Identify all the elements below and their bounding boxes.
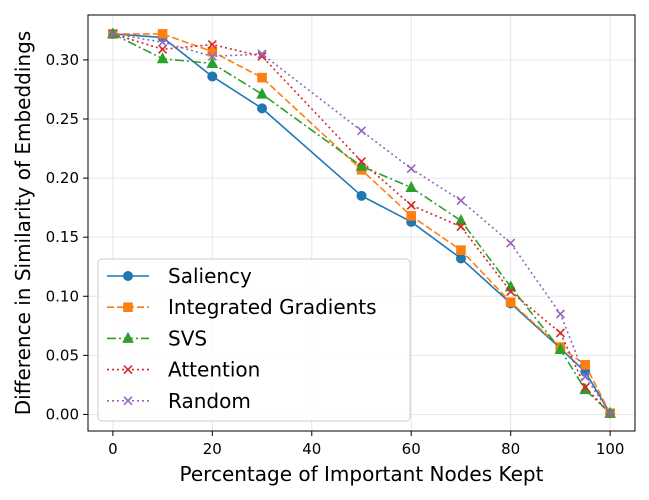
data-point-attention xyxy=(580,382,590,392)
data-point-integrated-gradients xyxy=(257,72,267,83)
y-axis-label: Difference in Similarity of Embeddings xyxy=(11,31,35,415)
legend-item-attention: Attention xyxy=(107,358,260,382)
legend-label: Attention xyxy=(168,358,260,382)
legend-item-random: Random xyxy=(107,389,251,413)
grid xyxy=(88,15,635,431)
data-point-integrated-gradients xyxy=(456,245,466,255)
y-tick-label: 0.30 xyxy=(46,51,79,69)
legend-marker xyxy=(123,396,133,406)
data-point-attention xyxy=(158,44,168,54)
data-point-attention xyxy=(456,221,466,232)
data-point-saliency xyxy=(356,190,367,201)
data-point-svs xyxy=(554,342,567,354)
data-point-svs xyxy=(579,383,592,395)
series-line-attention xyxy=(112,33,611,414)
data-point-integrated-gradients xyxy=(157,29,168,39)
y-tick-label: 0.10 xyxy=(46,287,79,305)
data-point-random xyxy=(580,372,590,382)
data-point-svs xyxy=(256,87,268,99)
y-tick-label: 0.25 xyxy=(46,110,79,128)
data-point-svs xyxy=(355,159,368,171)
data-point-attention xyxy=(506,286,516,297)
series-attention xyxy=(108,29,615,418)
data-point-integrated-gradients xyxy=(505,297,516,307)
x-tick-label: 0 xyxy=(108,440,118,458)
data-point-svs xyxy=(455,214,467,226)
y-tick-label: 0.05 xyxy=(46,346,79,364)
data-point-attention xyxy=(257,51,267,61)
data-point-attention xyxy=(555,328,565,338)
y-axis-ticks: 0.00 0.05 0.10 0.15 0.20 0.25 0.30 xyxy=(46,51,88,423)
legend-label: Integrated Gradients xyxy=(168,295,377,319)
x-tick-label: 20 xyxy=(203,440,222,458)
data-point-integrated-gradients xyxy=(406,211,417,221)
data-point-attention xyxy=(356,156,367,167)
x-axis-ticks: 0 20 40 60 80 100 xyxy=(108,431,624,458)
legend-marker xyxy=(123,271,133,281)
legend-marker xyxy=(122,331,134,343)
data-point-random xyxy=(158,37,168,47)
legend: Saliency Integrated Gradients SVS Attention… xyxy=(97,258,411,422)
data-point-random xyxy=(555,309,565,319)
data-point-svs xyxy=(206,56,219,68)
data-point-saliency xyxy=(455,253,466,264)
data-point-attention xyxy=(406,200,416,210)
y-tick-label: 0.00 xyxy=(46,405,79,423)
legend-marker xyxy=(123,302,133,312)
x-tick-label: 80 xyxy=(501,440,520,458)
data-point-random xyxy=(406,164,416,174)
legend-marker xyxy=(123,365,133,375)
data-point-random xyxy=(108,29,118,39)
series-layer xyxy=(107,27,616,419)
legend-item-integrated-gradients: Integrated Gradients xyxy=(107,295,377,319)
x-tick-label: 40 xyxy=(302,440,321,458)
legend-label: Random xyxy=(168,389,251,413)
data-point-saliency xyxy=(207,71,218,82)
data-point-random xyxy=(356,126,367,136)
y-tick-label: 0.20 xyxy=(46,169,79,187)
legend-label: SVS xyxy=(168,326,207,350)
data-point-random xyxy=(605,408,615,418)
x-tick-label: 60 xyxy=(402,440,421,458)
data-point-random xyxy=(506,238,516,248)
data-point-svs xyxy=(156,52,169,64)
data-point-integrated-gradients xyxy=(580,360,591,370)
data-point-random xyxy=(257,49,267,59)
legend-item-svs: SVS xyxy=(107,326,207,350)
x-axis-label: Percentage of Important Nodes Kept xyxy=(180,462,544,486)
data-point-attention xyxy=(207,39,217,50)
x-tick-label: 100 xyxy=(596,440,625,458)
plot-frame xyxy=(87,14,636,432)
data-point-saliency xyxy=(257,103,268,114)
legend-label: Saliency xyxy=(168,264,252,288)
legend-item-saliency: Saliency xyxy=(107,264,252,288)
y-tick-label: 0.15 xyxy=(46,228,79,246)
legend-box xyxy=(97,258,411,422)
data-point-random xyxy=(207,51,217,61)
data-point-random xyxy=(456,195,466,206)
series-random xyxy=(108,29,615,418)
data-point-svs xyxy=(405,180,418,193)
